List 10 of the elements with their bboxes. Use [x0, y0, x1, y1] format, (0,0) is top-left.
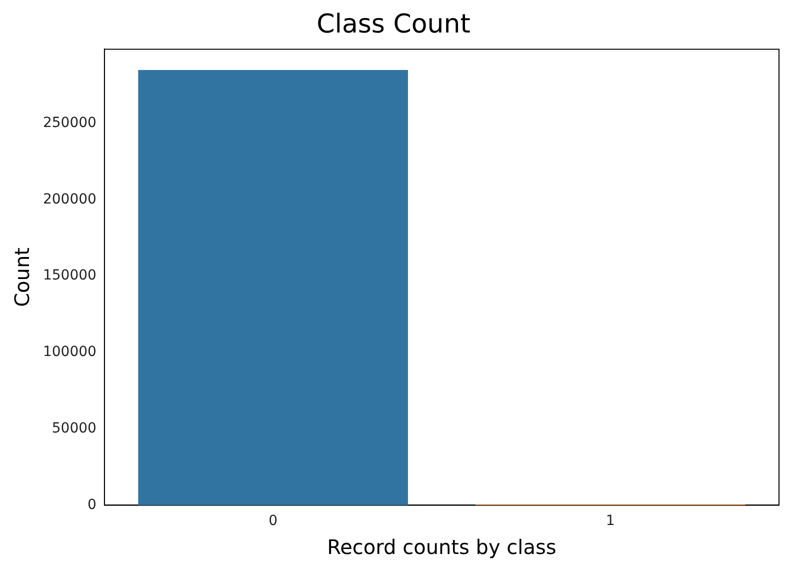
x-tick-label: 1 [606, 513, 615, 530]
y-tick-label: 50000 [52, 420, 96, 436]
y-axis-title: Count [10, 247, 34, 307]
y-tick-label: 100000 [42, 344, 96, 360]
y-tick-label: 150000 [42, 268, 96, 284]
x-axis-title: Record counts by class [327, 535, 556, 560]
chart-title: Class Count [316, 9, 470, 40]
y-tick-label: 200000 [42, 191, 96, 208]
y-tick-label: 0 [88, 496, 96, 513]
y-tick-label: 250000 [42, 114, 96, 131]
